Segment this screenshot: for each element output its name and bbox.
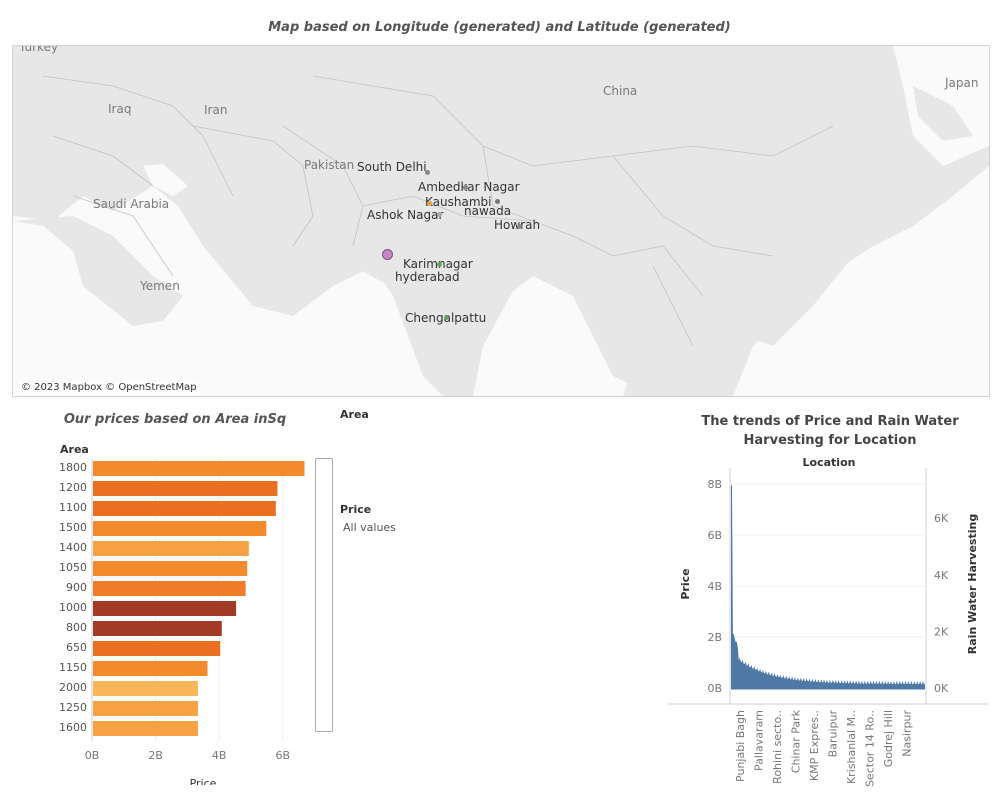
trend-y2-tick: 2K: [934, 625, 949, 638]
bar[interactable]: [93, 601, 237, 616]
bar-category-label: 800: [66, 621, 87, 634]
bar[interactable]: [93, 561, 248, 576]
trend-x-tick: Rohini secto..: [771, 710, 784, 784]
map-marker[interactable]: [517, 224, 522, 229]
trend-chart-title: The trends of Price and Rain Water Harve…: [701, 414, 959, 448]
country-label: Yemen: [140, 279, 180, 293]
trend-chart: 0B 2B 4B 6B 8B 0K 2K 4K 6K Price Rain Water Harves…: [668, 468, 988, 787]
bar-category-label: 1400: [59, 541, 87, 554]
trend-area-series[interactable]: [731, 483, 925, 689]
trend-y-tick: 2B: [707, 631, 722, 644]
bar[interactable]: [93, 481, 278, 496]
place-label: Kaushambi: [425, 195, 492, 209]
trend-y-tick: 8B: [707, 478, 722, 491]
bar-category-label: 1500: [59, 521, 87, 534]
legend-price-title: Price: [340, 503, 372, 516]
bar-x-tick: 6B: [276, 749, 291, 762]
trend-x-tick: Pallavaram: [753, 710, 766, 771]
location-header: Location: [802, 456, 856, 469]
bar-category-label: 1050: [59, 561, 87, 574]
country-label: Iran: [204, 103, 228, 117]
trend-y2-tick: 0K: [934, 682, 949, 695]
bar-category-label: 1600: [59, 721, 87, 734]
map-marker[interactable]: [425, 170, 430, 175]
bar[interactable]: [93, 661, 208, 676]
bar-area-header: Area: [60, 443, 89, 456]
bar-category-label: 1150: [59, 661, 87, 674]
place-label: hyderabad: [395, 270, 460, 284]
map-attribution: © 2023 Mapbox © OpenStreetMap: [19, 382, 199, 393]
trend-y2-tick: 4K: [934, 569, 949, 582]
country-label: Pakistan: [304, 158, 355, 172]
bar-category-label: 2000: [59, 681, 87, 694]
trend-x-tick: Baruipur: [827, 710, 840, 758]
bar-x-tick: 0B: [85, 749, 100, 762]
bar-category-label: 650: [66, 641, 87, 654]
bar[interactable]: [93, 701, 198, 716]
bar[interactable]: [93, 621, 222, 636]
country-label: Turkey: [19, 45, 59, 54]
legend-color-scale[interactable]: [315, 458, 333, 732]
place-label: Ashok Nagar: [367, 208, 444, 222]
legend-area-title: Area: [340, 408, 369, 421]
bar[interactable]: [93, 641, 221, 656]
bar-category-label: 1250: [59, 701, 87, 714]
trend-x-tick: Chinar Park: [790, 709, 803, 773]
bar-category-label: 1200: [59, 481, 87, 494]
map-marker[interactable]: [463, 185, 468, 190]
map-marker[interactable]: [382, 249, 393, 260]
place-label: nawada: [464, 204, 512, 218]
country-label: China: [603, 84, 638, 98]
bar-x-axis-title: Price: [190, 777, 217, 785]
map-marker[interactable]: [444, 315, 449, 320]
map-marker[interactable]: [427, 201, 432, 206]
trend-y2-axis-title: Rain Water Harvesting: [966, 514, 979, 654]
legend-price-filter[interactable]: All values: [343, 521, 396, 534]
trend-y-tick: 6B: [707, 529, 722, 542]
bar-chart-title: Our prices based on Area inSq: [63, 412, 287, 427]
trend-x-tick: Sector 14 Ro..: [864, 710, 877, 787]
bar[interactable]: [93, 541, 249, 556]
trend-y-axis-title: Price: [679, 568, 692, 599]
trend-x-tick: Krishanlal M..: [845, 710, 858, 784]
bar-x-tick: 4B: [212, 749, 227, 762]
map-basemap: [13, 46, 989, 396]
country-label: Japan: [945, 76, 979, 90]
bar[interactable]: [93, 681, 198, 696]
place-label: Ambedkar Nagar: [418, 180, 520, 194]
bar-category-label: 1000: [59, 601, 87, 614]
trend-y-tick: 0B: [707, 682, 722, 695]
map-marker[interactable]: [437, 262, 442, 267]
country-label: Iraq: [108, 102, 132, 116]
trend-y-tick: 4B: [707, 580, 722, 593]
place-label: South Delhi: [357, 160, 427, 174]
bar[interactable]: [93, 581, 246, 596]
bar-x-tick: 2B: [148, 749, 163, 762]
bar-category-label: 1100: [59, 501, 87, 514]
bar-category-label: 1800: [59, 461, 87, 474]
bar[interactable]: [93, 521, 267, 536]
trend-y2-tick: 6K: [934, 512, 949, 525]
country-label: Saudi Arabia: [93, 197, 170, 211]
bar[interactable]: [93, 721, 198, 736]
trend-x-tick: Punjabi Bagh: [734, 710, 747, 782]
map-marker[interactable]: [437, 212, 442, 217]
bar[interactable]: [93, 461, 305, 476]
trend-x-tick: Nasirpur: [901, 710, 914, 757]
bar-chart: 0B 2B 4B 6B 1800 1200 1100 1500 1400 1050 900 1000 8…: [59, 459, 305, 785]
bar[interactable]: [93, 501, 276, 516]
trend-x-tick: Godrej Hill: [882, 710, 895, 767]
map-title: Map based on Longitude (generated) and L…: [268, 20, 731, 35]
map-marker[interactable]: [495, 199, 500, 204]
map[interactable]: Turkey Iraq Iran Pakistan Saudi Arabia Y…: [12, 45, 990, 397]
bar-category-label: 900: [66, 581, 87, 594]
trend-x-tick: KMP Expres..: [808, 710, 821, 781]
